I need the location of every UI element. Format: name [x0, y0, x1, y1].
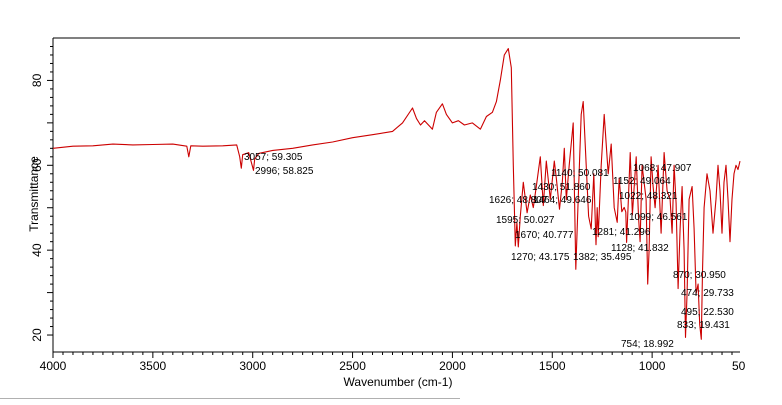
peak-label: 1068; 47.907: [633, 163, 692, 174]
peak-label: 1140; 50.081: [551, 168, 609, 179]
peak-annotations: 3057; 59.305 2996; 58.825 1140; 50.081 1430…: [244, 152, 734, 350]
x-tick-label: 1000: [639, 359, 666, 373]
peak-label: 833; 19.431: [677, 320, 730, 331]
x-tick-label: 3500: [140, 359, 167, 373]
peak-label: 1464; 49.646: [533, 195, 592, 206]
series-layer: [52, 48, 741, 340]
x-tick-label: 3000: [239, 359, 266, 373]
peak-label: 1626; 48.807: [489, 195, 548, 206]
x-tick-label: 2500: [339, 359, 366, 373]
x-tick-label: 2000: [439, 359, 466, 373]
peak-label: 1281; 41.296: [592, 227, 651, 238]
y-tick-label: 40: [30, 243, 44, 257]
x-tick-label: 50: [732, 359, 746, 373]
peak-label: 1270; 43.175: [511, 252, 570, 263]
plot-frame: [52, 37, 740, 353]
y-tick-label: 80: [30, 73, 44, 87]
peak-label: 3057; 59.305: [244, 152, 303, 163]
peak-label: 870; 30.950: [673, 270, 726, 281]
peak-label: 2996; 58.825: [255, 166, 314, 177]
spectrum-line: [52, 48, 741, 340]
peak-label: 1022; 48.321: [619, 191, 678, 202]
peak-label: 495; 22.530: [681, 307, 734, 318]
peak-label: 1430; 51.860: [532, 182, 591, 193]
x-axis: 4000 3500 3000 2500 2000 1500 1000 50: [40, 352, 746, 373]
peak-label: 1595; 50.027: [496, 215, 555, 226]
peak-label: 1152; 49.064: [613, 176, 671, 187]
y-axis-title: Transmittance: [27, 156, 41, 232]
peak-label: 474; 29.733: [681, 288, 734, 299]
peak-label: 1382; 35.495: [573, 252, 632, 263]
y-tick-label: 20: [30, 328, 44, 342]
peak-label: 754; 18.992: [621, 339, 674, 350]
y-axis: 20 40 60 80: [30, 45, 53, 342]
peak-label: 1670; 40.777: [515, 230, 574, 241]
x-tick-label: 1500: [539, 359, 566, 373]
x-axis-title: Wavenumber (cm-1): [344, 375, 453, 389]
peak-label: 1128; 41.832: [611, 243, 669, 254]
x-tick-label: 4000: [40, 359, 67, 373]
window-bottom-edge: [0, 398, 460, 405]
peak-label: 1099; 46.561: [629, 212, 688, 223]
y-tick-label: 60: [30, 158, 44, 172]
